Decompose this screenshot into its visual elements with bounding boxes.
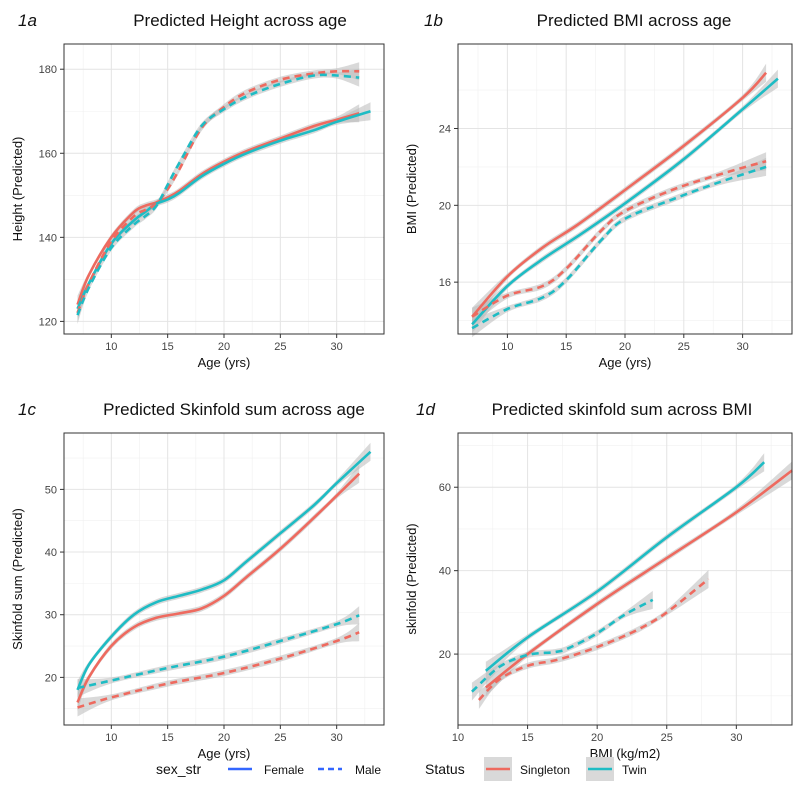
series-line-female-twin: [471, 77, 779, 326]
panel-1a: 10 15 20 25 30 120 140 160 180 Age (yrs) Height (P…: [10, 43, 385, 370]
x-tick-label: 25: [274, 732, 286, 744]
y-tick-label: 60: [439, 482, 451, 494]
y-tick-label: 120: [39, 316, 57, 328]
y-tick-label: 40: [45, 547, 57, 559]
series-line-male-singleton: [76, 69, 360, 314]
y-tick-label: 180: [39, 64, 57, 76]
panel-2c: 10 15 20 25 30 20 30 40 50 Age (yrs) Skinfold sum …: [10, 432, 385, 761]
panel-label-1a: 1a: [18, 11, 37, 30]
plot-border: [63, 432, 385, 726]
x-tick-label: 10: [501, 341, 513, 353]
panel-title-1b: Predicted BMI across age: [537, 11, 732, 30]
y-tick-label: 160: [39, 148, 57, 160]
panel-label-1c: 1c: [18, 400, 36, 419]
panel-title-1d: Predicted skinfold sum across BMI: [492, 400, 753, 419]
series-line-male-twin: [471, 598, 654, 693]
x-tick-label: 10: [452, 732, 464, 744]
y-axis-label: skinfold (Predicted): [404, 523, 419, 634]
x-tick-label: 10: [105, 732, 117, 744]
x-tick-label: 20: [218, 732, 230, 744]
legend-twin-label: Twin: [622, 763, 647, 777]
x-tick-label: 30: [331, 732, 343, 744]
x-axis-label: Age (yrs): [599, 355, 652, 370]
x-tick-label: 30: [736, 341, 748, 353]
x-tick-label: 15: [162, 732, 174, 744]
x-tick-label: 25: [661, 732, 673, 744]
plot-border: [457, 432, 793, 726]
legend-female-label: Female: [264, 763, 304, 777]
legend-singleton-label: Singleton: [520, 763, 570, 777]
y-tick-label: 30: [45, 610, 57, 622]
series-line-female-twin: [76, 109, 371, 310]
y-tick-label: 20: [45, 672, 57, 684]
plot-background: [458, 433, 792, 725]
panel-label-1b: 1b: [424, 11, 443, 30]
x-tick-label: 30: [730, 732, 742, 744]
plot-border: [457, 43, 793, 335]
y-tick-label: 16: [439, 277, 451, 289]
x-tick-label: 10: [105, 341, 117, 353]
y-tick-label: 140: [39, 232, 57, 244]
x-axis-label: Age (yrs): [198, 355, 251, 370]
x-tick-label: 25: [678, 341, 690, 353]
series-line-male-singleton: [471, 159, 767, 318]
confidence-ribbon: [77, 102, 371, 318]
y-tick-label: 20: [439, 649, 451, 661]
y-tick-label: 20: [439, 200, 451, 212]
series-line-male-twin: [471, 165, 767, 330]
series-line-female-singleton: [484, 469, 793, 689]
confidence-ribbon: [472, 152, 767, 326]
confidence-ribbon: [485, 461, 792, 697]
x-axis-label: Age (yrs): [198, 746, 251, 761]
x-tick-label: 15: [162, 341, 174, 353]
plot-border: [63, 43, 385, 335]
series-line-male-singleton: [477, 577, 710, 701]
confidence-ribbon: [77, 606, 360, 697]
series-line-female-singleton: [76, 112, 360, 306]
confidence-ribbon: [472, 157, 767, 338]
legend: sex_str Female Male Status Singleton Twi…: [156, 757, 647, 781]
y-tick-label: 50: [45, 484, 57, 496]
x-tick-label: 15: [521, 732, 533, 744]
y-axis-label: BMI (Predicted): [404, 144, 419, 234]
series-line-male-singleton: [77, 631, 360, 709]
x-tick-label: 20: [218, 341, 230, 353]
legend-sex-title: sex_str: [156, 761, 201, 777]
x-tick-label: 15: [560, 341, 572, 353]
series-line-male-twin: [77, 614, 360, 690]
series-line-female-singleton: [76, 472, 361, 703]
x-tick-label: 25: [274, 341, 286, 353]
y-tick-label: 24: [439, 124, 451, 136]
x-tick-label: 20: [591, 732, 603, 744]
panel-1b: 10 15 20 25 30 16 20 24 Age (yrs) BMI (Predicted): [404, 43, 793, 370]
y-axis-label: Height (Predicted): [10, 137, 25, 242]
confidence-ribbon: [472, 69, 778, 334]
legend-status-title: Status: [425, 761, 465, 777]
y-axis-label: Skinfold sum (Predicted): [10, 508, 25, 650]
legend-male-label: Male: [355, 763, 381, 777]
series-line-female-twin: [484, 461, 766, 672]
x-tick-label: 30: [331, 341, 343, 353]
panel-title-1a: Predicted Height across age: [133, 11, 347, 30]
panel-title-1c: Predicted Skinfold sum across age: [103, 400, 365, 419]
panel-label-1d: 1d: [416, 400, 435, 419]
series-line-female-singleton: [471, 71, 768, 318]
y-tick-label: 40: [439, 566, 451, 578]
series-line-male-twin: [76, 73, 360, 316]
x-tick-label: 20: [619, 341, 631, 353]
series-line-female-twin: [76, 450, 372, 691]
